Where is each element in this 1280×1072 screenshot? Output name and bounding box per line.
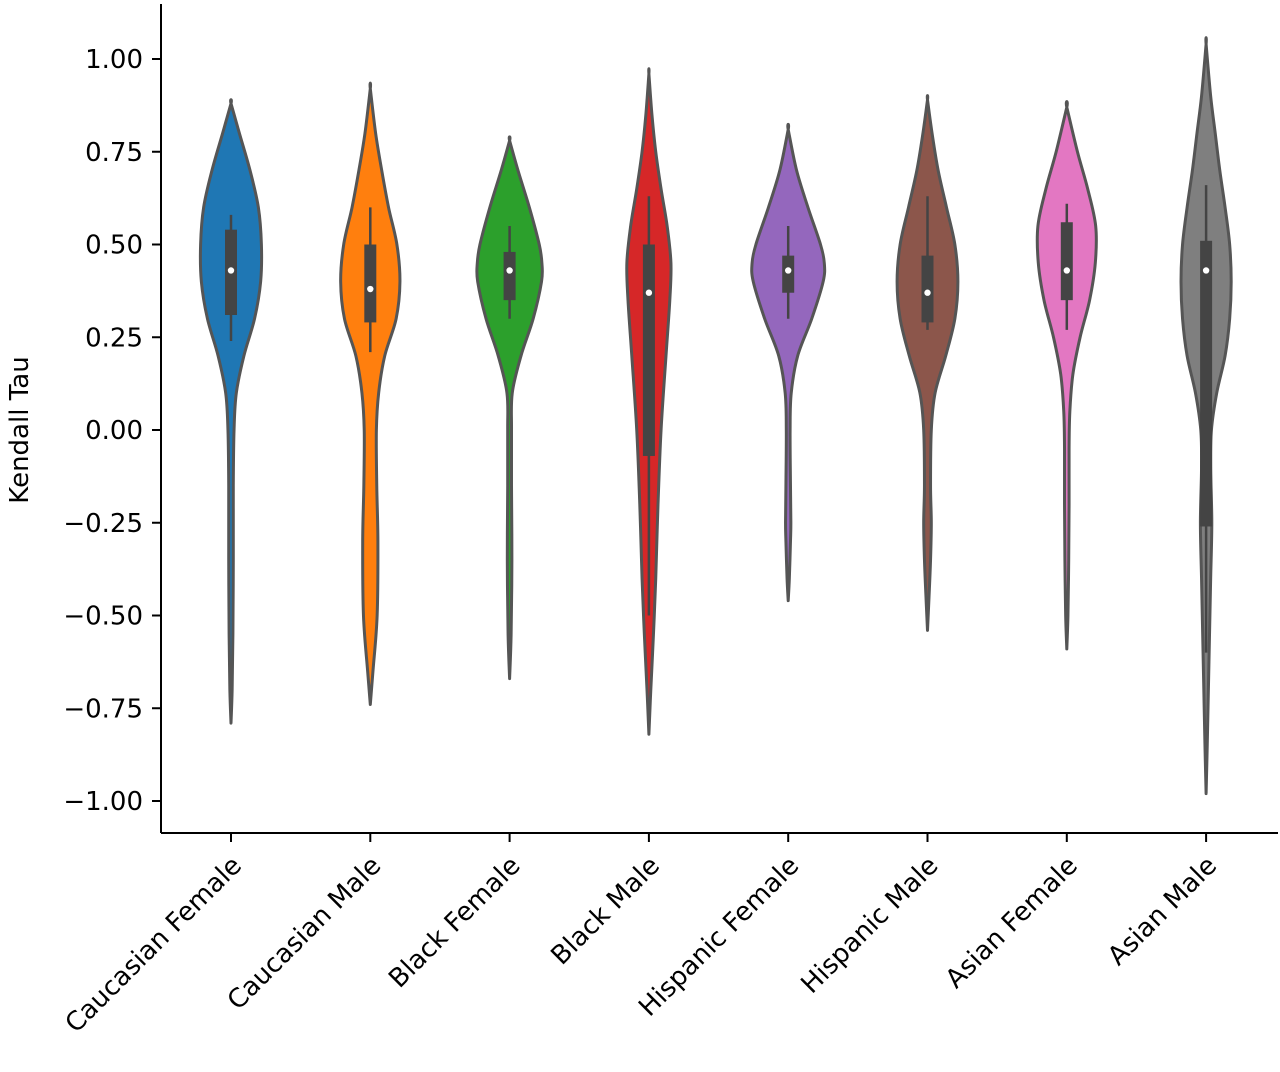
violin-iqr-box-8 <box>1200 240 1213 527</box>
y-tick-label-1: 1.00 <box>85 45 143 75</box>
violin-iqr-box-4 <box>642 244 655 456</box>
x-category-label-8: Asian Male <box>1102 851 1223 972</box>
y-tick-label-7: −0.50 <box>63 602 143 632</box>
x-category-label-3: Black Female <box>383 851 526 994</box>
violin-iqr-box-7 <box>1060 222 1073 301</box>
violin-iqr-box-6 <box>921 255 934 323</box>
x-category-label-7: Asian Female <box>940 851 1084 995</box>
y-tick-label-2: 0.75 <box>85 138 143 168</box>
violin-iqr-box-5 <box>782 255 795 293</box>
y-tick-label-8: −0.75 <box>63 694 143 724</box>
violin-median-dot-7 <box>1063 267 1071 274</box>
violin-iqr-box-3 <box>503 251 516 301</box>
y-tick-label-4: 0.25 <box>85 323 143 353</box>
violin-median-dot-2 <box>367 285 374 293</box>
y-tick-label-6: −0.25 <box>63 509 143 539</box>
violin-body-1 <box>198 98 264 725</box>
violin-median-dot-4 <box>645 289 653 296</box>
violin-body-7 <box>1035 100 1098 651</box>
violin-median-dot-8 <box>1202 267 1210 274</box>
y-axis-label: Kendall Tau <box>5 356 35 503</box>
violin-median-dot-6 <box>924 289 931 296</box>
y-tick-label-3: 0.50 <box>85 231 143 261</box>
violin-median-dot-3 <box>506 267 513 274</box>
x-category-label-6: Hispanic Male <box>796 851 945 1000</box>
x-category-label-1: Caucasian Female <box>60 851 248 1039</box>
violin-median-dot-1 <box>227 267 235 274</box>
violin-body-2 <box>339 81 402 707</box>
x-category-label-2: Caucasian Male <box>222 851 387 1016</box>
violin-body-3 <box>475 135 544 681</box>
violin-body-5 <box>750 122 827 603</box>
violin-median-dot-5 <box>785 267 792 274</box>
x-category-label-4: Black Male <box>545 851 665 971</box>
y-tick-label-9: −1.00 <box>63 787 143 817</box>
y-tick-label-5: 0.00 <box>85 416 143 446</box>
violin-iqr-box-2 <box>364 244 377 323</box>
violin-body-6 <box>895 94 960 632</box>
